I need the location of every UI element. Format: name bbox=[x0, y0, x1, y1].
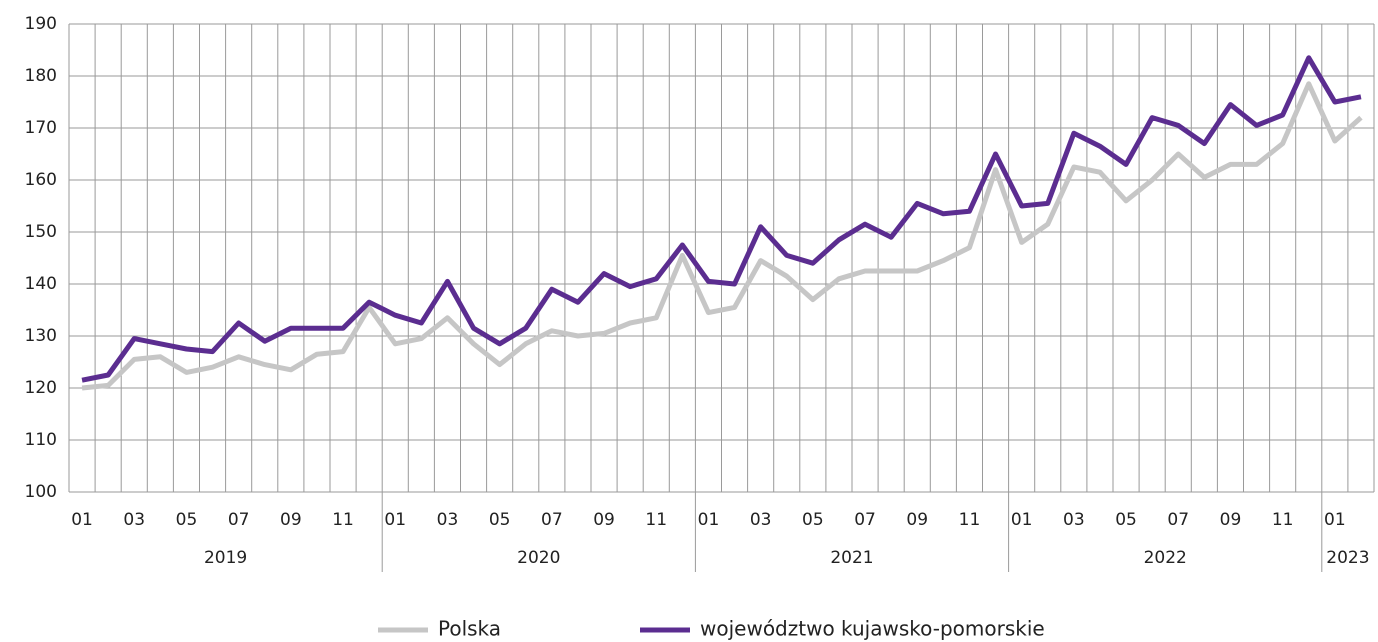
x-tick-label: 07 bbox=[854, 510, 876, 530]
x-tick-label: 01 bbox=[384, 510, 406, 530]
y-tick-label: 140 bbox=[25, 274, 57, 294]
y-tick-label: 150 bbox=[25, 222, 57, 242]
legend-label: Polska bbox=[438, 617, 501, 641]
x-tick-label: 11 bbox=[959, 510, 981, 530]
y-tick-label: 190 bbox=[25, 14, 57, 34]
x-tick-label: 07 bbox=[541, 510, 563, 530]
x-tick-label: 11 bbox=[645, 510, 667, 530]
x-tick-label: 03 bbox=[1063, 510, 1085, 530]
y-tick-label: 170 bbox=[25, 118, 57, 138]
group-label: 2023 bbox=[1326, 548, 1369, 568]
y-tick-label: 160 bbox=[25, 170, 57, 190]
x-tick-label: 01 bbox=[71, 510, 93, 530]
x-tick-label: 01 bbox=[1011, 510, 1033, 530]
x-tick-label: 03 bbox=[750, 510, 772, 530]
x-tick-label: 05 bbox=[489, 510, 511, 530]
x-tick-label: 05 bbox=[176, 510, 198, 530]
x-tick-label: 01 bbox=[1324, 510, 1346, 530]
x-tick-label: 09 bbox=[593, 510, 615, 530]
x-tick-label: 05 bbox=[1115, 510, 1137, 530]
x-tick-label: 01 bbox=[698, 510, 720, 530]
group-label: 2019 bbox=[204, 548, 247, 568]
y-tick-label: 120 bbox=[25, 378, 57, 398]
x-tick-label: 03 bbox=[437, 510, 459, 530]
x-tick-label: 11 bbox=[332, 510, 354, 530]
group-label: 2022 bbox=[1144, 548, 1187, 568]
legend-label: województwo kujawsko-pomorskie bbox=[700, 617, 1045, 641]
x-tick-label: 09 bbox=[906, 510, 928, 530]
y-tick-label: 180 bbox=[25, 66, 57, 86]
x-tick-label: 11 bbox=[1272, 510, 1294, 530]
group-label: 2020 bbox=[517, 548, 560, 568]
x-tick-label: 07 bbox=[228, 510, 250, 530]
group-label: 2021 bbox=[830, 548, 873, 568]
x-tick-label: 03 bbox=[123, 510, 145, 530]
series-line bbox=[81, 81, 1363, 391]
y-tick-label: 110 bbox=[25, 430, 57, 450]
x-tick-label: 05 bbox=[802, 510, 824, 530]
series-line bbox=[81, 55, 1362, 383]
x-tick-label: 09 bbox=[280, 510, 302, 530]
x-tick-label: 09 bbox=[1220, 510, 1242, 530]
x-tick-label: 07 bbox=[1167, 510, 1189, 530]
y-tick-label: 130 bbox=[25, 326, 57, 346]
y-tick-label: 100 bbox=[25, 482, 57, 502]
